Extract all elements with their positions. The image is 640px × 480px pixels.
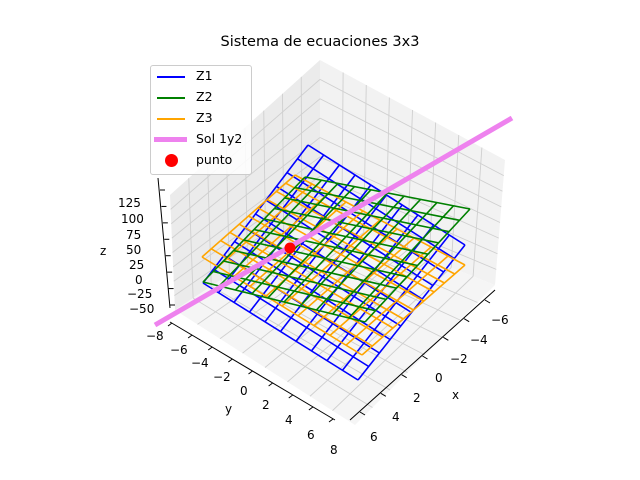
x-tick: −4 [470,333,488,347]
legend-item-z1: Z1 [151,68,251,86]
x-tick: −6 [491,313,509,327]
tick-marks [160,189,491,423]
z-tick: 0 [135,273,143,287]
x-tick: 0 [435,371,443,385]
x-tick: 2 [413,391,421,405]
solution-line-sol-1y2 [153,115,514,328]
y-tick: −8 [146,329,164,343]
wireframes [201,144,471,381]
y-tick: 8 [330,443,338,457]
y-tick: 0 [240,384,248,398]
z-tick: 25 [129,258,145,272]
z1-line-swatch-icon [157,76,185,78]
z2-line-swatch-icon [157,97,185,99]
x-tick: 6 [370,430,378,444]
z-axis-label: z [100,244,107,258]
x-tick: 4 [392,410,400,424]
legend-item-z2: Z2 [151,89,251,107]
legend-item-punto: punto [151,152,251,170]
x-axis-label: x [452,388,460,402]
y-axis-label: y [225,402,233,416]
z-tick: 100 [121,212,144,226]
y-tick: −6 [170,343,188,357]
x-tick: −2 [450,352,468,366]
y-tick: 2 [262,398,270,412]
legend: Z1 Z2 Z3 Sol 1y2 punto [150,65,252,175]
z3-line-swatch-icon [157,118,185,120]
punto-marker-icon [165,154,178,167]
z-tick: −25 [127,287,153,301]
z-tick: 125 [118,196,141,210]
chart-title: Sistema de ecuaciones 3x3 [220,34,420,50]
z-tick: −50 [129,302,155,316]
z-tick: 75 [126,228,142,242]
sol-line-swatch-icon [154,137,187,142]
legend-item-sol-1y2: Sol 1y2 [151,131,251,149]
y-tick: 6 [307,428,315,442]
z-tick: 50 [126,243,142,257]
legend-item-z3: Z3 [151,110,251,128]
y-tick: −4 [191,356,209,370]
y-tick: 4 [285,413,293,427]
y-tick: −2 [213,370,231,384]
punto-marker [284,242,296,254]
